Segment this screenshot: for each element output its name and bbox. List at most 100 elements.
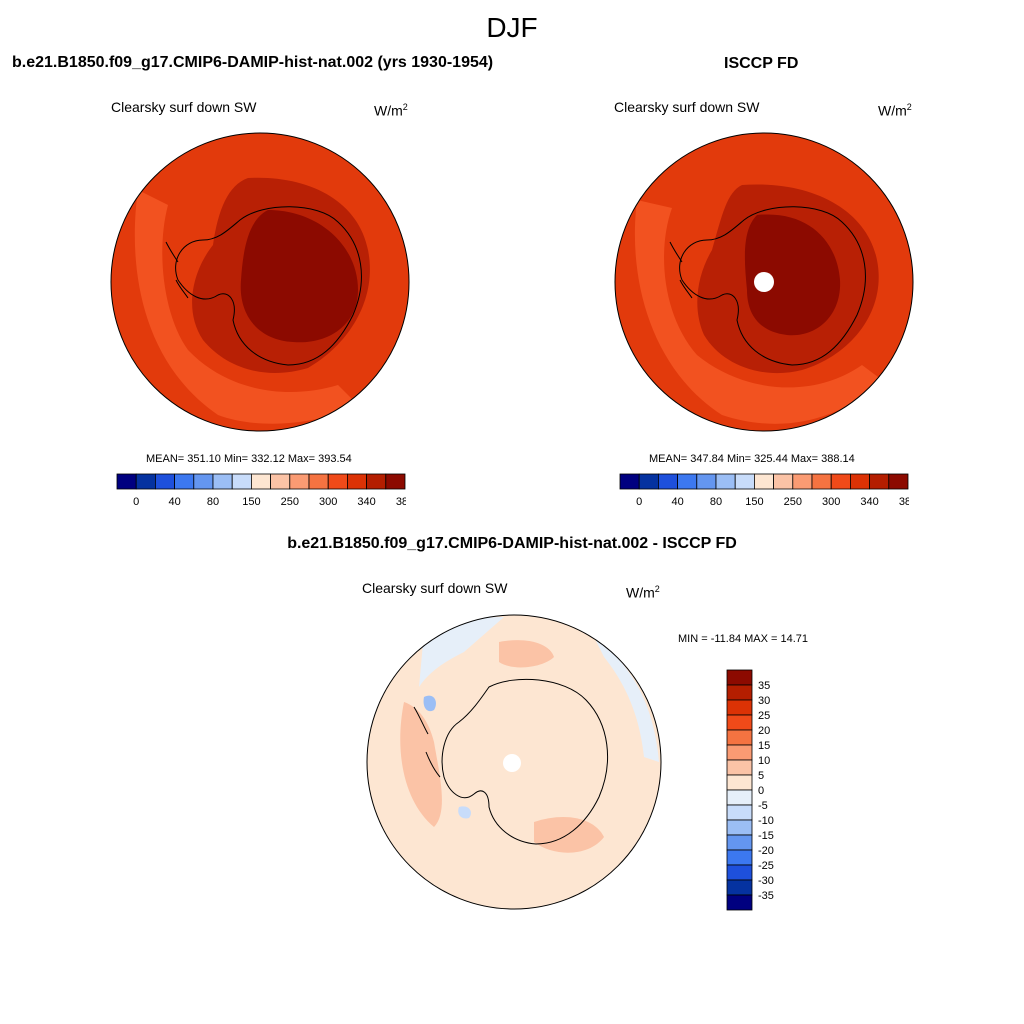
panel-2-colorbar-box bbox=[888, 473, 909, 490]
panel-2-colorbar-box bbox=[792, 473, 813, 490]
panel-3-field-near-zero-ne bbox=[594, 637, 659, 762]
panel-1-colorbar-box bbox=[250, 473, 271, 490]
panel-1-colorbar-label: 40 bbox=[168, 496, 180, 508]
panel-3-stats: MIN = -11.84 MAX = 14.71 bbox=[678, 633, 809, 645]
panel-2-antarctica-coastline bbox=[679, 206, 866, 366]
panel-2-colorbar: 0 40 80 150 250 300 340 380 bbox=[619, 473, 917, 520]
panel-1-colorbar: 0 40 80 150 250 300 340 380 bbox=[116, 473, 414, 520]
panel-1-colorbar-box bbox=[327, 473, 348, 490]
panel-1-colorbar-box bbox=[289, 473, 310, 490]
panel-1-field-plateau bbox=[240, 210, 358, 343]
panel-3-colorbar-label: -30 bbox=[758, 875, 774, 887]
panel-3-colorbar-box bbox=[726, 774, 753, 791]
panel-2-colorbar-box bbox=[753, 473, 774, 490]
panel-1-colorbar-box bbox=[346, 473, 367, 490]
panel-3-colorbar-label: -35 bbox=[758, 890, 774, 902]
panel-3-field-positive-southeast bbox=[534, 817, 604, 853]
panel-3-colorbar-box bbox=[726, 849, 753, 866]
panel-2-title: ISCCP FD bbox=[724, 55, 799, 72]
panel-3-colorbar-box bbox=[726, 729, 753, 746]
panel-2-colorbar-label: 40 bbox=[671, 496, 683, 508]
panel-1-colorbar-label: 300 bbox=[319, 496, 337, 508]
panel-3-colorbar-label: 20 bbox=[758, 725, 770, 737]
panel-2-colorbar-svg: 0 40 80 150 250 300 340 380 bbox=[619, 473, 917, 508]
panel-2-colorbar-box bbox=[849, 473, 870, 490]
panel-1-field-ocean-band bbox=[134, 190, 358, 424]
panel-3-colorbar-box bbox=[726, 714, 753, 731]
panel-3-map-border bbox=[366, 614, 662, 910]
panel-2-units: W/m2 bbox=[878, 102, 912, 119]
panel-2-peninsula-coastline bbox=[669, 241, 693, 299]
panel-3-variable-label: Clearsky surf down SW bbox=[362, 580, 508, 596]
panel-1-colorbar-label: 0 bbox=[133, 496, 139, 508]
panel-3-colorbar-box bbox=[726, 819, 753, 836]
panel-2-stats: MEAN= 347.84 Min= 325.44 Max= 388.14 bbox=[649, 453, 855, 465]
panel-2-colorbar-label: 0 bbox=[636, 496, 642, 508]
panel-1-colorbar-box bbox=[212, 473, 233, 490]
panel-1-stats: MEAN= 351.10 Min= 332.12 Max= 393.54 bbox=[146, 453, 352, 465]
panel-1-colorbar-box bbox=[308, 473, 329, 490]
panel-2-field-plateau bbox=[744, 214, 841, 336]
panel-2-colorbar-box bbox=[696, 473, 717, 490]
panel-3-colorbar-label: -15 bbox=[758, 830, 774, 842]
panel-3-colorbar-box bbox=[726, 669, 753, 686]
panel-3-field-positive-west bbox=[400, 702, 442, 827]
panel-2-colorbar-box bbox=[811, 473, 832, 490]
panel-3-colorbar-box bbox=[726, 744, 753, 761]
panel-2-polar-map bbox=[614, 132, 914, 432]
panel-2-colorbar-box bbox=[715, 473, 736, 490]
panel-3-colorbar-label: -5 bbox=[758, 800, 768, 812]
panel-3-colorbar-label: 35 bbox=[758, 680, 770, 692]
panel-1-variable-label: Clearsky surf down SW bbox=[111, 99, 257, 115]
panel-3-colorbar: 35 30 25 20 15 10 5 0 -5 -10 -15 -20 -25 -30 -35 bbox=[726, 669, 786, 919]
panel-3-field-negative-patch bbox=[423, 695, 436, 712]
panel-3-field-negative-patch-2 bbox=[458, 806, 471, 819]
panel-1-colorbar-box bbox=[193, 473, 214, 490]
panel-3-colorbar-label: 15 bbox=[758, 740, 770, 752]
panel-3-polar-map bbox=[366, 614, 662, 910]
panel-2-colorbar-label: 340 bbox=[860, 496, 878, 508]
panel-1-colorbar-box bbox=[174, 473, 195, 490]
panel-1-peninsula-coastline bbox=[165, 241, 189, 299]
panel-1-colorbar-label: 250 bbox=[281, 496, 299, 508]
panel-3-colorbar-label: 30 bbox=[758, 695, 770, 707]
panel-1-colorbar-box bbox=[116, 473, 137, 490]
panel-3-colorbar-label: 0 bbox=[758, 785, 764, 797]
panel-3-colorbar-label: -10 bbox=[758, 815, 774, 827]
panel-2-colorbar-box bbox=[619, 473, 640, 490]
panel-3-colorbar-box bbox=[726, 879, 753, 896]
panel-2-variable-label: Clearsky surf down SW bbox=[614, 99, 760, 115]
panel-1-colorbar-label: 380 bbox=[396, 496, 406, 508]
panel-1-colorbar-box bbox=[135, 473, 156, 490]
panel-1-polar-map bbox=[110, 132, 410, 432]
panel-3-colorbar-box bbox=[726, 684, 753, 701]
panel-1-colorbar-box bbox=[231, 473, 252, 490]
panel-3-peninsula-coastline bbox=[413, 706, 441, 778]
panel-2-colorbar-box bbox=[830, 473, 851, 490]
panel-1-colorbar-box bbox=[270, 473, 291, 490]
panel-2-colorbar-box bbox=[773, 473, 794, 490]
panel-3-colorbar-label: -20 bbox=[758, 845, 774, 857]
panel-3-colorbar-box bbox=[726, 894, 753, 911]
panel-2-colorbar-label: 300 bbox=[822, 496, 840, 508]
panel-1-colorbar-box bbox=[385, 473, 406, 490]
panel-1-colorbar-box bbox=[366, 473, 387, 490]
panel-1-colorbar-svg: 0 40 80 150 250 300 340 380 bbox=[116, 473, 414, 508]
panel-1-colorbar-box bbox=[155, 473, 176, 490]
panel-2-colorbar-box bbox=[638, 473, 659, 490]
panel-2-colorbar-label: 380 bbox=[899, 496, 909, 508]
panel-3-colorbar-box bbox=[726, 759, 753, 776]
page-title: DJF bbox=[486, 12, 538, 43]
panel-2-colorbar-label: 250 bbox=[784, 496, 802, 508]
panel-3-colorbar-box bbox=[726, 864, 753, 881]
panel-2-pole-missing-data bbox=[754, 272, 774, 292]
panel-1-units: W/m2 bbox=[374, 102, 408, 119]
panel-3-units: W/m2 bbox=[626, 584, 660, 601]
panel-3-colorbar-label: 10 bbox=[758, 755, 770, 767]
panel-3-colorbar-box bbox=[726, 804, 753, 821]
panel-3-field-positive-north bbox=[499, 640, 554, 668]
panel-3-colorbar-svg: 35 30 25 20 15 10 5 0 -5 -10 -15 -20 -25 -30 -35 bbox=[726, 669, 774, 911]
panel-3-title: b.e21.B1850.f09_g17.CMIP6-DAMIP-hist-nat… bbox=[287, 535, 737, 552]
panel-3-colorbar-label: 5 bbox=[758, 770, 764, 782]
panel-3-colorbar-box bbox=[726, 699, 753, 716]
